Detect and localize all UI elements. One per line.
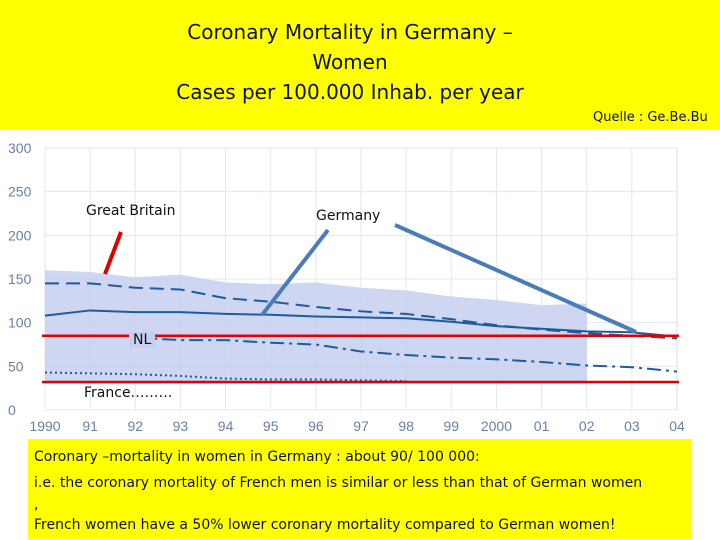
x-tick-label-10: 2000 (481, 418, 512, 434)
y-tick-label-0: 0 (8, 402, 16, 418)
arrow-great-britain (103, 231, 123, 275)
note-line-4: French women have a 50% lower coronary m… (34, 517, 616, 533)
annotation-arrows (103, 223, 637, 334)
note-box: Coronary –mortality in women in Germany … (28, 439, 692, 539)
series-line-nl (135, 336, 678, 373)
label-france: France……… (84, 385, 173, 401)
label-germany: Germany (316, 208, 381, 224)
note-line-2: i.e. the coronary mortality of French me… (34, 475, 643, 491)
y-tick-label-100: 100 (8, 315, 32, 331)
x-tick-label-14: 04 (669, 418, 685, 434)
range-band (45, 270, 587, 384)
chart-band-layer (45, 270, 587, 384)
chart-series-layer (44, 282, 678, 383)
title-line-3: Cases per 100.000 Inhab. per year (176, 80, 524, 104)
x-tick-label-0: 1990 (29, 418, 60, 434)
arrow-germany-left (260, 228, 330, 317)
y-tick-label-150: 150 (8, 271, 32, 287)
x-tick-label-6: 96 (308, 418, 324, 434)
series-line-germany (44, 309, 678, 338)
x-tick-label-11: 01 (534, 418, 550, 434)
y-tick-label-200: 200 (8, 227, 32, 243)
note-line-1: Coronary –mortality in women in Germany … (34, 449, 480, 465)
x-tick-label-7: 97 (353, 418, 369, 434)
label-great-britain: Great Britain (86, 203, 176, 219)
y-tick-label-300: 300 (8, 140, 32, 156)
title-banner: Coronary Mortality in Germany – Women Ca… (0, 0, 720, 130)
arrow-germany-right (394, 223, 637, 334)
y-tick-label-50: 50 (8, 358, 24, 374)
chart-tick-labels: 0 50 100 150 200 250 300 1990 91 92 93 94 95 96 97 98 99… (8, 140, 685, 434)
x-tick-label-4: 94 (218, 418, 234, 434)
title-line-1: Coronary Mortality in Germany – (187, 20, 513, 44)
x-tick-label-1: 91 (82, 418, 98, 434)
x-tick-label-3: 93 (173, 418, 189, 434)
x-tick-label-2: 92 (127, 418, 143, 434)
x-tick-label-12: 02 (579, 418, 595, 434)
title-line-2: Women (312, 50, 388, 74)
x-tick-label-5: 95 (263, 418, 279, 434)
series-line-great-britain (45, 282, 678, 340)
series-line-france (44, 371, 407, 383)
label-nl: NL (129, 332, 156, 348)
x-tick-label-9: 99 (443, 418, 459, 434)
x-tick-label-8: 98 (398, 418, 414, 434)
source-label: Quelle : Ge.Be.Bu (593, 110, 708, 125)
x-tick-label-13: 03 (624, 418, 640, 434)
note-line-3: , (34, 497, 39, 513)
y-tick-label-250: 250 (8, 184, 32, 200)
